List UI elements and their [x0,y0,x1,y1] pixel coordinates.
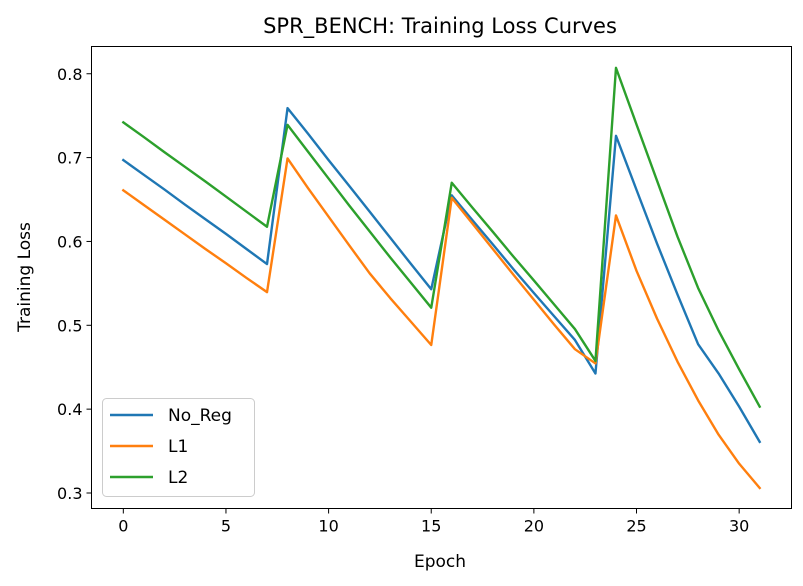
x-tick-label-5: 5 [221,517,231,536]
y-tick-label-0.6: 0.6 [57,232,82,251]
y-axis-label: Training Loss [15,222,35,333]
y-tick-label-0.3: 0.3 [57,484,82,503]
x-tick-label-20: 20 [524,517,544,536]
axes-layer: 0 5 10 15 20 25 30 0.3 0.4 0.5 0.6 0.7 0.8 [57,65,749,536]
legend-label-l2: L2 [168,468,188,488]
chart-title: SPR_BENCH: Training Loss Curves [263,14,617,39]
x-tick-label-25: 25 [626,517,646,536]
y-tick-label-0.5: 0.5 [57,316,82,335]
y-tick-label-0.4: 0.4 [57,400,82,419]
legend-label-l1: L1 [168,437,188,457]
series-line-l1 [121,157,762,490]
x-tick-label-15: 15 [421,517,441,536]
legend: No_Reg L1 L2 [102,398,255,497]
y-tick-label-0.7: 0.7 [57,149,82,168]
x-tick-label-30: 30 [729,517,749,536]
x-tick-label-10: 10 [318,517,338,536]
y-tick-label-0.8: 0.8 [57,65,82,84]
x-tick-label-0: 0 [118,517,128,536]
series-line-l2 [121,66,762,409]
legend-box [102,398,255,497]
series-layer [121,66,762,490]
legend-label-no-reg: No_Reg [168,406,232,426]
x-axis-label: Epoch [414,552,466,572]
plot-frame [91,46,792,509]
